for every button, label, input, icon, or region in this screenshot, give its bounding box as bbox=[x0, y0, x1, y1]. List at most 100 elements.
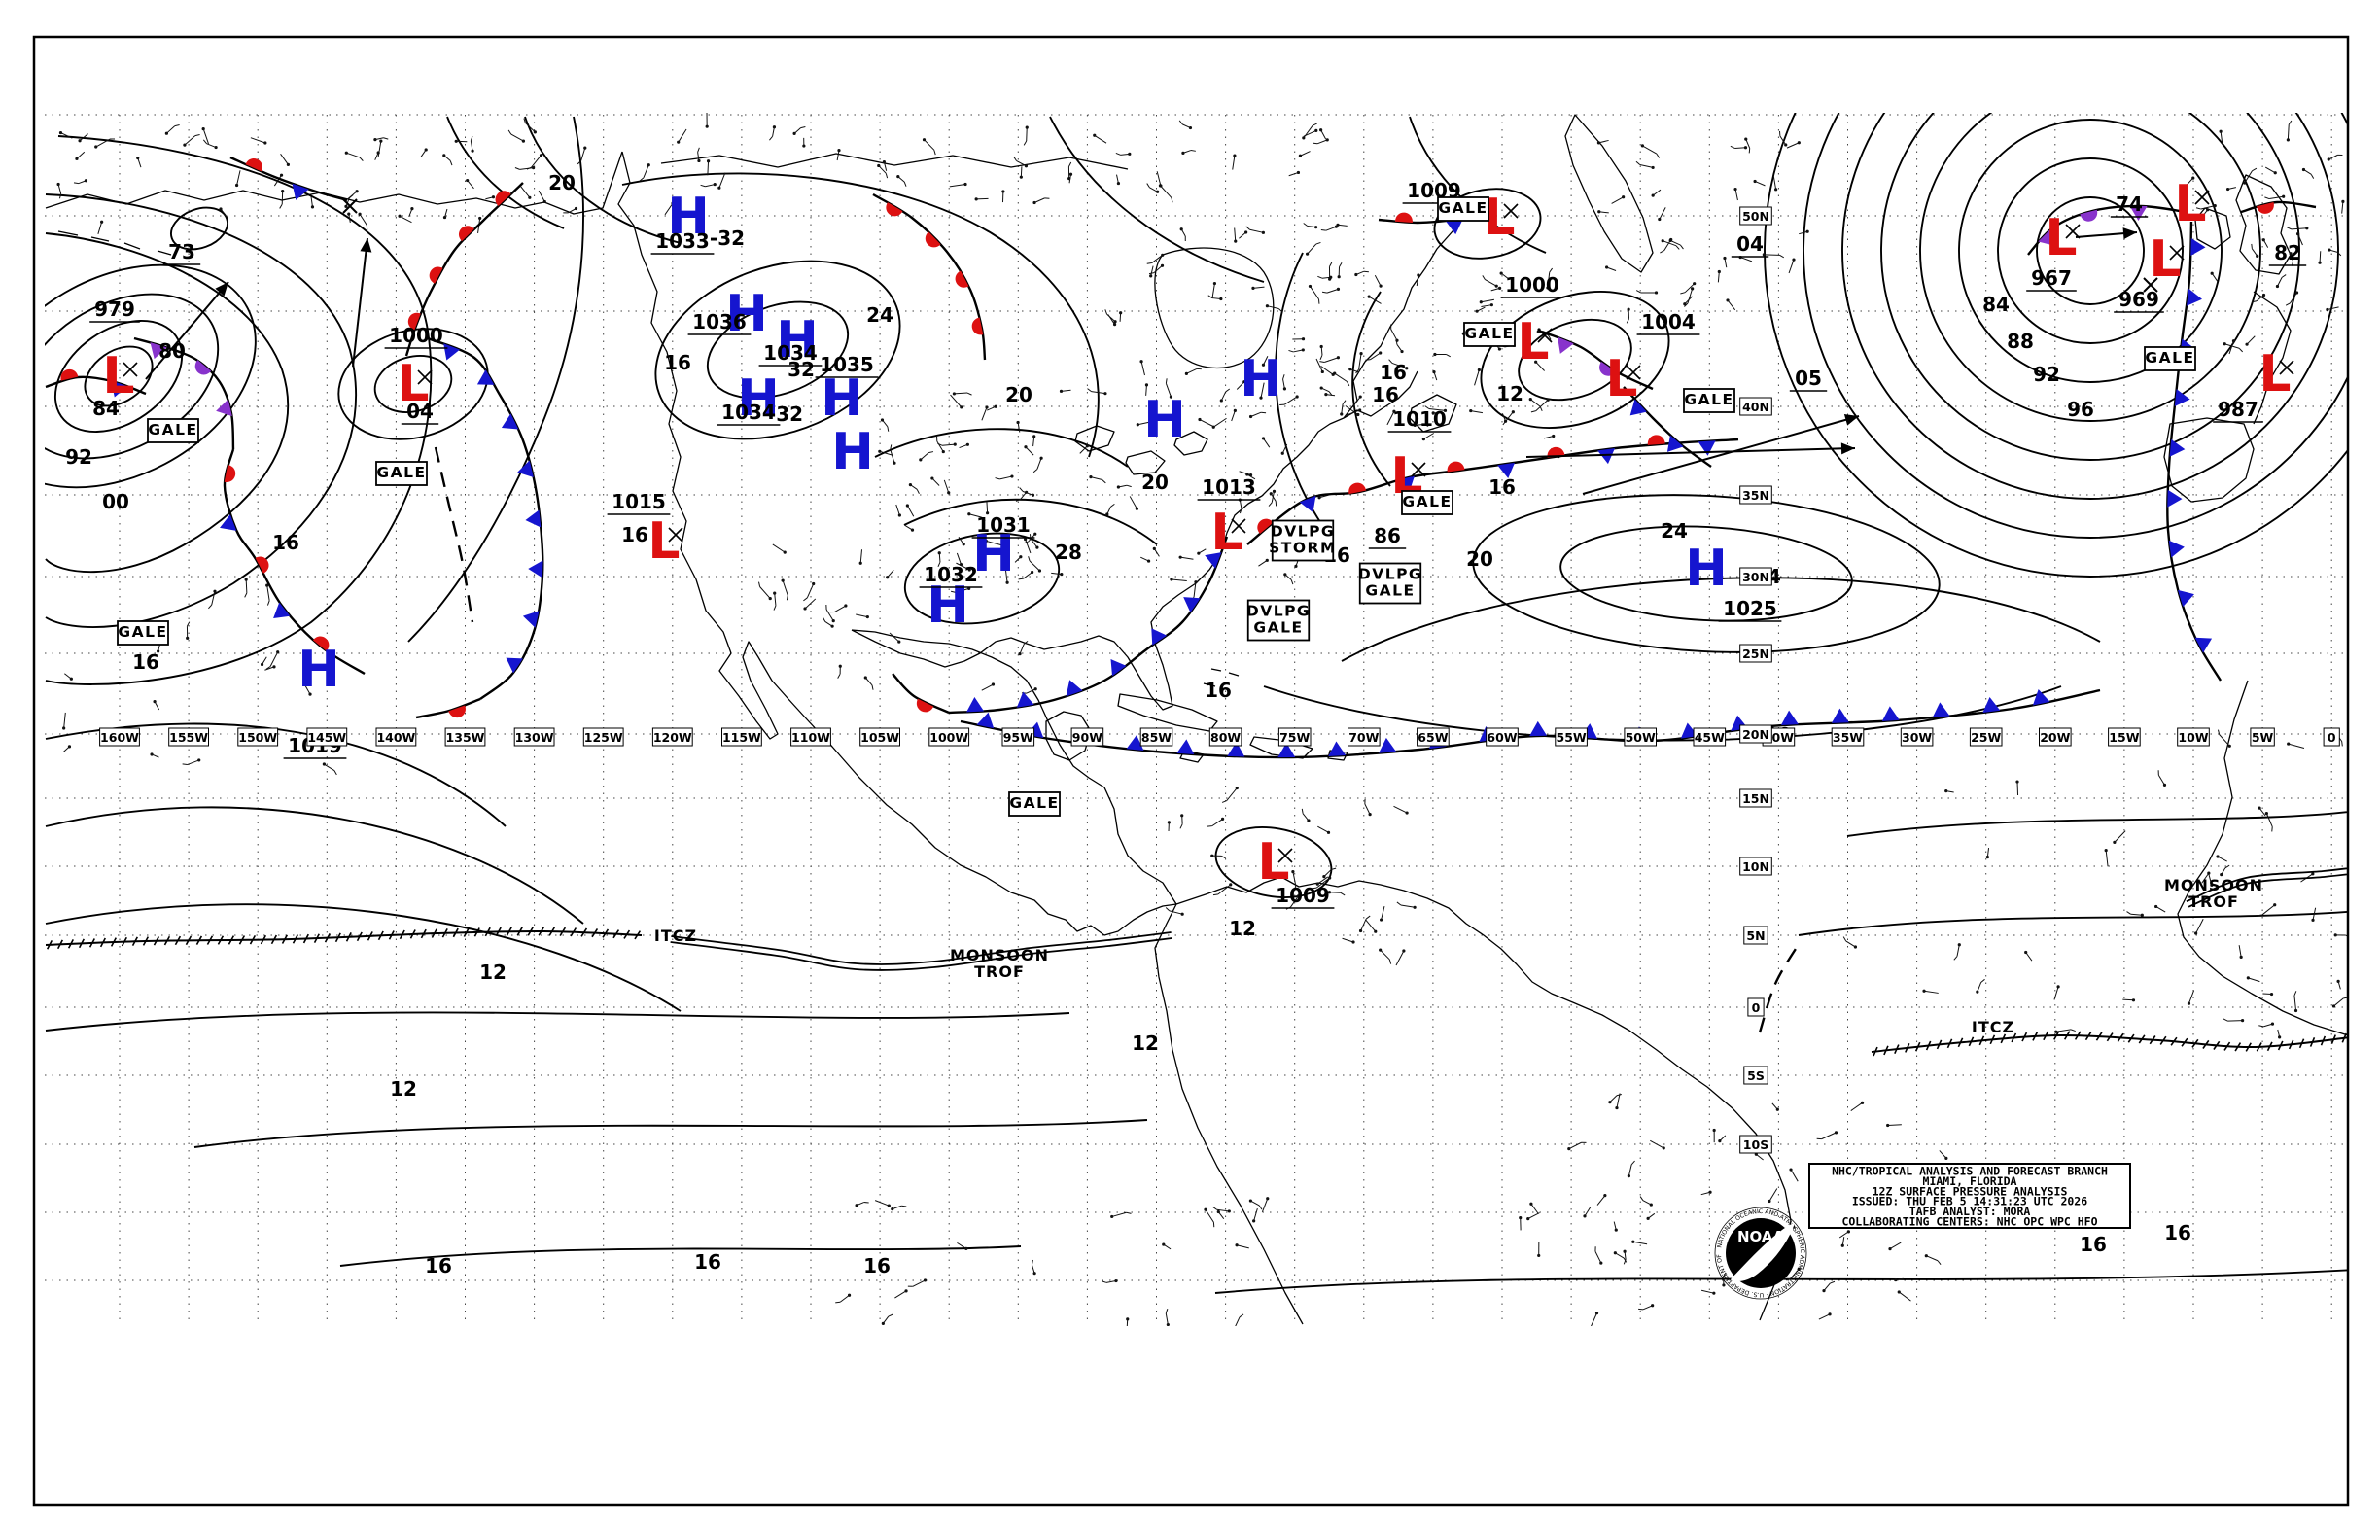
gale-box: GALE bbox=[2144, 346, 2196, 371]
low-center: L bbox=[2149, 230, 2185, 289]
svg-text:-32: -32 bbox=[768, 402, 803, 426]
svg-text:0: 0 bbox=[2328, 730, 2336, 745]
svg-text:1004: 1004 bbox=[1641, 310, 1696, 333]
svg-text:ITCZ: ITCZ bbox=[654, 927, 697, 945]
svg-text:50W: 50W bbox=[1626, 730, 1656, 745]
svg-text:MIAMI, FLORIDA: MIAMI, FLORIDA bbox=[1923, 1174, 2017, 1188]
gale-box: GALE bbox=[1401, 490, 1453, 515]
svg-text:110W: 110W bbox=[791, 730, 830, 745]
svg-text:24: 24 bbox=[866, 303, 893, 327]
svg-text:75W: 75W bbox=[1279, 730, 1310, 745]
svg-text:145W: 145W bbox=[307, 730, 346, 745]
high-center: H bbox=[1685, 540, 1728, 598]
svg-text:16: 16 bbox=[272, 531, 299, 554]
low-center: L bbox=[1517, 313, 1553, 371]
high-center: H bbox=[831, 423, 874, 481]
svg-text:135W: 135W bbox=[446, 730, 485, 745]
svg-text:-32: -32 bbox=[710, 227, 745, 250]
svg-text:115W: 115W bbox=[722, 730, 761, 745]
svg-text:H: H bbox=[1143, 391, 1186, 449]
svg-text:TROF: TROF bbox=[2188, 892, 2239, 911]
svg-text:04: 04 bbox=[1736, 232, 1764, 256]
high-center: H bbox=[972, 525, 1015, 583]
svg-text:24: 24 bbox=[1661, 519, 1688, 542]
front-occluded bbox=[1541, 330, 1654, 391]
svg-text:96: 96 bbox=[2067, 398, 2094, 421]
svg-text:125W: 125W bbox=[584, 730, 623, 745]
svg-text:130W: 130W bbox=[515, 730, 554, 745]
warning-boxes: GALEGALEGALEGALEGALEGALEGALEGALEGALEDVLP… bbox=[117, 196, 2196, 817]
front-stationary bbox=[415, 697, 481, 719]
svg-text:20: 20 bbox=[1005, 383, 1032, 406]
low-center: L bbox=[2258, 345, 2294, 403]
front-stationary bbox=[45, 368, 147, 398]
svg-text:15W: 15W bbox=[2109, 730, 2139, 745]
front-occluded bbox=[133, 336, 235, 450]
svg-text:16: 16 bbox=[1380, 361, 1407, 384]
high-center: H bbox=[298, 641, 340, 699]
svg-text:92: 92 bbox=[65, 445, 92, 469]
svg-text:COLLABORATING CENTERS: NHC OPC: COLLABORATING CENTERS: NHC OPC WPC HFO bbox=[1841, 1215, 2097, 1229]
svg-text:GALE: GALE bbox=[1402, 493, 1452, 510]
svg-text:1034: 1034 bbox=[763, 341, 818, 365]
svg-text:40N: 40N bbox=[1742, 400, 1769, 414]
svg-text:L: L bbox=[397, 355, 429, 413]
svg-text:H: H bbox=[821, 369, 863, 428]
high-center: H bbox=[927, 577, 969, 635]
svg-text:45W: 45W bbox=[1695, 730, 1725, 745]
svg-text:0: 0 bbox=[1752, 1000, 1761, 1015]
svg-text:86: 86 bbox=[1374, 524, 1401, 547]
svg-text:H: H bbox=[737, 369, 780, 428]
svg-text:90W: 90W bbox=[1072, 730, 1102, 745]
svg-text:1031: 1031 bbox=[976, 513, 1031, 537]
high-center: H bbox=[1240, 350, 1282, 408]
svg-text:GALE: GALE bbox=[1684, 391, 1733, 408]
svg-text:74: 74 bbox=[2116, 192, 2143, 216]
high-center: H bbox=[725, 285, 768, 343]
svg-text:16: 16 bbox=[1372, 383, 1399, 406]
station-plots bbox=[56, 113, 2347, 1326]
gale-box: GALE bbox=[1683, 388, 1735, 413]
svg-text:GALE: GALE bbox=[1253, 619, 1303, 637]
svg-text:L: L bbox=[2149, 230, 2181, 289]
front-occluded bbox=[2027, 204, 2187, 256]
svg-text:L: L bbox=[1605, 350, 1637, 408]
svg-text:ISSUED: THU FEB 5 14:31:23 UTC: ISSUED: THU FEB 5 14:31:23 UTC 2026 bbox=[1852, 1195, 2087, 1208]
svg-text:50N: 50N bbox=[1742, 209, 1769, 224]
svg-text:5N: 5N bbox=[1746, 928, 1765, 943]
troughs bbox=[45, 446, 2347, 1057]
svg-text:16: 16 bbox=[863, 1254, 891, 1278]
svg-text:GALE: GALE bbox=[118, 623, 167, 641]
svg-text:84: 84 bbox=[1982, 293, 2010, 316]
svg-text:00: 00 bbox=[102, 490, 129, 513]
low-center: L bbox=[1210, 504, 1246, 562]
high-center: H bbox=[776, 311, 819, 369]
svg-text:967: 967 bbox=[2031, 266, 2072, 290]
svg-text:5S: 5S bbox=[1747, 1068, 1765, 1083]
svg-text:82: 82 bbox=[2274, 241, 2301, 264]
gale-box: GALE bbox=[1437, 196, 1489, 222]
svg-text:NHC/TROPICAL ANALYSIS AND FORE: NHC/TROPICAL ANALYSIS AND FORECAST BRANC… bbox=[1832, 1165, 2108, 1178]
svg-text:20N: 20N bbox=[1742, 727, 1769, 742]
svg-text:5W: 5W bbox=[2252, 730, 2274, 745]
svg-text:DVLPG: DVLPG bbox=[1246, 603, 1311, 620]
high-center: H bbox=[821, 369, 863, 428]
svg-text:TROF: TROF bbox=[974, 962, 1025, 981]
svg-text:969: 969 bbox=[2118, 288, 2159, 311]
svg-text:L: L bbox=[2258, 345, 2291, 403]
svg-text:95W: 95W bbox=[1003, 730, 1033, 745]
svg-text:70W: 70W bbox=[1348, 730, 1379, 745]
svg-text:20: 20 bbox=[1466, 547, 1493, 571]
svg-text:L: L bbox=[2045, 209, 2077, 267]
svg-text:25W: 25W bbox=[1971, 730, 2001, 745]
coastlines bbox=[45, 114, 2347, 1325]
svg-text:16: 16 bbox=[664, 351, 691, 374]
svg-text:10S: 10S bbox=[1743, 1138, 1768, 1152]
isobar-pressure-labels: 979808492007310000416161019201033-321036… bbox=[65, 171, 2307, 1278]
svg-text:88: 88 bbox=[2007, 330, 2034, 353]
